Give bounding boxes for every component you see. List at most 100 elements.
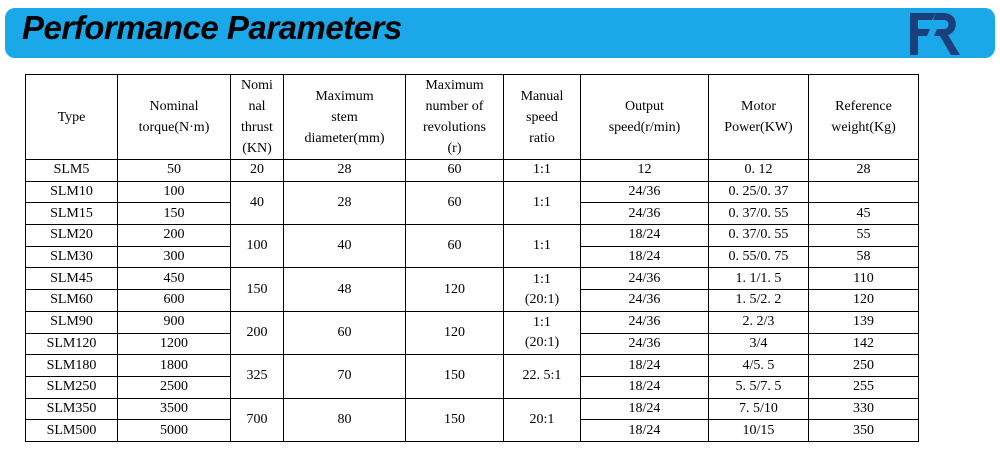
revolutions-cell: 150 (405, 397, 504, 442)
power-cell: 5. 5/7. 5 (708, 375, 809, 399)
stem-cell: 28 (283, 180, 406, 226)
table-row: SLM20 200 100 40 60 1:1 18/24 0. 37/0. 55 55 (25, 224, 919, 269)
torque-cell: 100 (117, 180, 231, 204)
torque-cell: 50 (117, 159, 231, 182)
speed-cell: 24/36 (580, 267, 709, 291)
power-cell: 0. 37/0. 55 (708, 202, 809, 226)
power-cell: 3/4 (708, 332, 809, 356)
ratio-cell: 1:1 (503, 224, 581, 269)
speed-cell: 18/24 (580, 397, 709, 421)
cell-line: Manual (520, 88, 564, 104)
power-cell: 1. 5/2. 2 (708, 289, 809, 312)
weight-cell: 142 (808, 332, 919, 356)
cell-line: Output (625, 99, 664, 114)
revolutions-cell: 60 (405, 159, 504, 182)
power-cell: 0. 25/0. 37 (708, 180, 809, 204)
ratio-cell: 1:1 (20:1) (503, 310, 581, 356)
thrust-cell: 150 (230, 267, 284, 312)
torque-cell: 450 (117, 267, 231, 291)
speed-cell: 18/24 (580, 224, 709, 247)
power-cell: 4/5. 5 (708, 354, 809, 377)
torque-cell: 2500 (117, 375, 231, 399)
cell-line: Type (57, 109, 86, 125)
speed-cell: 18/24 (580, 354, 709, 377)
cell-line: torque(N·m) (138, 120, 210, 135)
cell-line: revolutions (423, 120, 486, 135)
cell-line: Power(KW) (724, 120, 793, 135)
torque-cell: 1800 (117, 354, 231, 377)
weight-cell: 45 (808, 202, 919, 226)
power-cell: 2. 2/3 (708, 310, 809, 334)
table-row: SLM15 150 24/36 0. 37/0. 55 45 (25, 202, 919, 226)
cell-line: weight(Kg) (831, 120, 896, 135)
cell-line: 20:1 (529, 411, 555, 427)
power-cell: 0. 37/0. 55 (708, 224, 809, 247)
cell-line: speed(r/min) (608, 120, 681, 135)
type-cell: SLM350 (25, 397, 118, 421)
speed-cell: 24/36 (580, 180, 709, 204)
power-cell: 7. 5/10 (708, 397, 809, 421)
thrust-cell: 325 (230, 354, 284, 399)
power-cell: 0. 12 (708, 159, 809, 182)
header-cell: Type (25, 74, 118, 160)
speed-cell: 24/36 (580, 310, 709, 334)
weight-cell (808, 180, 919, 203)
thrust-cell: 20 (230, 159, 284, 182)
type-cell: SLM10 (25, 180, 118, 204)
type-cell: SLM5 (25, 159, 118, 182)
header-cell: Reference weight(Kg) (808, 74, 919, 160)
power-cell: 1. 1/1. 5 (708, 267, 809, 291)
table-row: SLM10 100 40 28 60 1:1 24/36 0. 25/0. 37 (25, 180, 919, 226)
type-cell: SLM20 (25, 224, 118, 247)
torque-cell: 600 (117, 289, 231, 312)
type-cell: SLM180 (25, 354, 118, 377)
weight-cell: 120 (808, 289, 919, 312)
table-row: SLM120 1200 24/36 3/4 142 (25, 332, 919, 356)
stem-cell: 28 (283, 159, 406, 182)
table-row: SLM180 1800 325 70 150 22. 5:1 18/24 4/5. 5 250 (25, 354, 919, 399)
table-row: SLM30 300 18/24 0. 55/0. 75 58 (25, 245, 919, 269)
weight-cell: 58 (808, 245, 919, 269)
cell-line: (KN) (242, 141, 272, 156)
header-cell: Maximum stem diameter(mm) (283, 74, 406, 160)
ratio-cell: 1:1 (503, 159, 581, 182)
header-cell: Output speed(r/min) (580, 74, 709, 160)
revolutions-cell: 60 (405, 224, 504, 269)
speed-cell: 24/36 (580, 289, 709, 312)
table-row: SLM5 50 20 28 60 1:1 12 0. 12 28 (25, 159, 919, 182)
cell-line: 1:1 (533, 238, 551, 254)
cell-line: (r) (447, 141, 462, 156)
cell-line: 1:1 (533, 162, 551, 178)
type-cell: SLM45 (25, 267, 118, 291)
torque-cell: 3500 (117, 397, 231, 421)
type-cell: SLM90 (25, 310, 118, 334)
header-cell: Motor Power(KW) (708, 74, 809, 160)
speed-cell: 24/36 (580, 202, 709, 226)
cell-line: 22. 5:1 (522, 368, 562, 384)
speed-cell: 24/36 (580, 332, 709, 356)
type-cell: SLM60 (25, 289, 118, 312)
header-cell: Nomi nal thrust (KN) (230, 74, 284, 160)
thrust-cell: 100 (230, 224, 284, 269)
weight-cell: 330 (808, 397, 919, 421)
weight-cell: 250 (808, 354, 919, 377)
header-cell: Manual speed ratio (503, 74, 581, 160)
cell-line: speed (526, 109, 558, 125)
revolutions-cell: 120 (405, 310, 504, 356)
parameters-table: Type Nominal torque(N·m) Nomi nal thrust (KN) M… (25, 74, 919, 442)
torque-cell: 150 (117, 202, 231, 226)
cell-line: Maximum (425, 78, 484, 93)
header-cell: Maximum number of revolutions (r) (405, 74, 504, 160)
stem-cell: 48 (283, 267, 406, 312)
thrust-cell: 40 (230, 180, 284, 226)
type-cell: SLM15 (25, 202, 118, 226)
speed-cell: 18/24 (580, 375, 709, 399)
banner (5, 8, 995, 58)
weight-cell: 350 (808, 419, 919, 442)
ratio-cell: 20:1 (503, 397, 581, 442)
cell-line: (20:1) (524, 335, 560, 350)
cell-line: thrust (241, 120, 273, 135)
cell-line: nal (248, 99, 266, 114)
weight-cell: 139 (808, 310, 919, 334)
